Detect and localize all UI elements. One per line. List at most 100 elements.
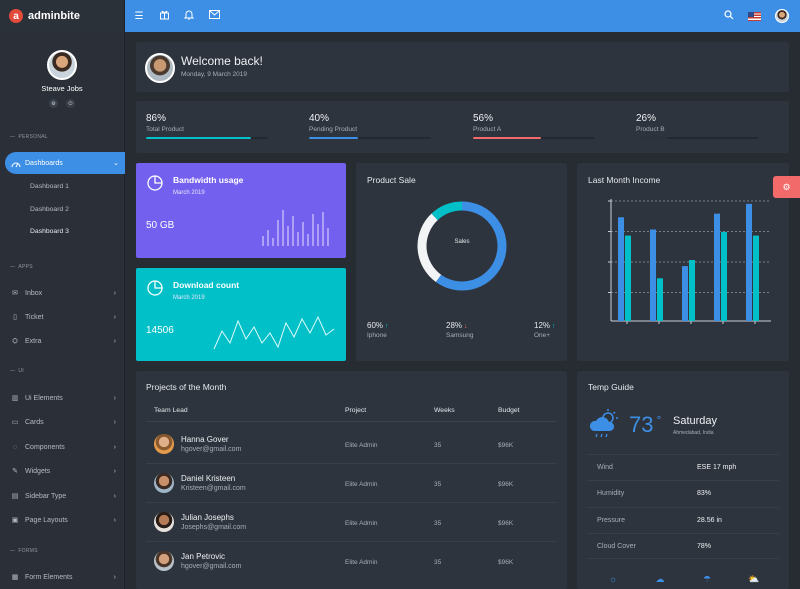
income-bar-3-1[interactable] [682, 266, 688, 321]
sidebar-subitem-dashboard-1[interactable]: Dashboard 1 [30, 183, 69, 190]
sidebar-item-cards[interactable]: ▭ Cards › [10, 415, 116, 429]
budget-cell: $96K [498, 559, 514, 566]
team-lead-name: Hanna Gover [181, 435, 229, 444]
menu-icon[interactable]: ☰ [134, 10, 144, 22]
project-cell: Elite Admin [345, 520, 378, 527]
extra-icon: ⛭ [12, 337, 18, 345]
team-lead-name: Daniel Kristeen [181, 474, 236, 483]
weather-value: 78% [697, 543, 712, 550]
bandwidth-card: Bandwidth usage March 2019 50 GB [136, 163, 346, 258]
income-bar-5-2[interactable] [753, 235, 759, 321]
product-sale-donut-chart [417, 201, 507, 291]
welcome-card: Welcome back! Monday, 9 March 2019 [136, 42, 789, 92]
chevron-right-icon: › [113, 516, 116, 524]
income-bar-2-2[interactable] [657, 278, 663, 321]
bandwidth-title: Bandwidth usage [173, 175, 244, 185]
ticket-icon: ▯ [13, 313, 17, 321]
donut-slice-one[interactable] [431, 201, 463, 221]
sidebar-subitem-dashboard-2[interactable]: Dashboard 2 [30, 206, 69, 213]
weather-value: 83% [697, 490, 712, 497]
sidebar-item-components[interactable]: ◌ Components › [10, 440, 116, 454]
donut-slice-samsung[interactable] [417, 213, 442, 282]
logo-icon: a [9, 9, 23, 23]
weather-label: Humidity [597, 490, 625, 497]
weather-row-humidity: Humidity 83% [587, 480, 779, 506]
stat-label: Product A [473, 126, 502, 133]
sidebar-item-label: Ui Elements [25, 394, 63, 402]
gift-icon[interactable] [158, 9, 170, 23]
weather-label: Cloud Cover [597, 543, 636, 550]
sidebar-item-form-elements[interactable]: ▦ Form Elements › [10, 570, 116, 584]
sidebar-item-sidebar-type[interactable]: ▤ Sidebar Type › [10, 489, 116, 503]
column-header[interactable]: Team Lead [154, 407, 188, 414]
avatar [154, 551, 174, 571]
cloud-icon: ☁ [655, 574, 665, 584]
income-bar-4-1[interactable] [714, 213, 720, 321]
sidebar-item-label: Widgets [25, 467, 51, 475]
stat-product-b: 26% Product B [636, 113, 758, 139]
sidebar-item-extra[interactable]: ⛭ Extra › [10, 334, 116, 348]
stat-value: 26% [636, 113, 657, 124]
weather-row-cloud-cover: Cloud Cover 78% [587, 533, 779, 559]
section-ui: UI [0, 368, 24, 374]
bandwidth-sparkline [262, 210, 329, 246]
sidebar-item-ticket[interactable]: ▯ Ticket › [10, 310, 116, 324]
avatar [154, 512, 174, 532]
table-row[interactable]: Hanna Gover hgover@gmail.com Elite Admin… [136, 425, 567, 464]
budget-cell: $96K [498, 520, 514, 527]
sidebar-item-widgets[interactable]: ✎ Widgets › [10, 464, 116, 478]
sidebar-subitem-dashboard-3[interactable]: Dashboard 3 [30, 228, 69, 235]
stat-product-a: 56% Product A [473, 113, 595, 139]
sidebar-item-dashboards[interactable]: Dashboards ⌄ [5, 152, 125, 174]
weather-label: Wind [597, 464, 613, 471]
sidebar-item-label: Components [25, 443, 65, 451]
inbox-icon: ✉ [12, 289, 18, 297]
settings-icon[interactable]: ⚙ [49, 99, 58, 108]
income-title: Last Month Income [588, 175, 661, 185]
power-icon[interactable]: ⏻ [66, 99, 75, 108]
sidebar-item-label: Sidebar Type [25, 492, 67, 500]
donut-slice-iphone[interactable] [435, 201, 507, 291]
avatar[interactable] [47, 50, 77, 80]
column-header[interactable]: Budget [498, 407, 520, 414]
stat-progress-fill [309, 137, 358, 139]
search-icon[interactable] [724, 7, 734, 25]
sale-stat-iphone: 60% ↑ Iphone [367, 321, 389, 339]
stat-value: 86% [146, 113, 167, 124]
bell-icon[interactable] [183, 9, 195, 23]
weeks-cell: 35 [434, 481, 442, 488]
components-icon: ◌ [12, 443, 18, 451]
budget-cell: $96K [498, 442, 514, 449]
us-flag-icon[interactable] [748, 11, 761, 21]
weather-value: 28.56 in [697, 517, 722, 524]
income-bar-3-2[interactable] [689, 260, 695, 321]
income-bar-2-1[interactable] [650, 229, 656, 322]
table-row[interactable]: Daniel Kristeen Kristeen@gmail.com Elite… [136, 464, 567, 503]
column-header[interactable]: Project [345, 407, 367, 414]
form-elements-icon: ▦ [11, 573, 19, 581]
stat-progress-track [473, 137, 595, 139]
mail-icon[interactable] [208, 10, 220, 22]
income-bar-5-1[interactable] [746, 203, 752, 321]
page-layouts-icon: ▣ [11, 516, 19, 524]
chevron-right-icon: › [113, 492, 116, 500]
income-bar-1-1[interactable] [618, 217, 624, 321]
column-header[interactable]: Weeks [434, 407, 455, 414]
sidebar-item-inbox[interactable]: ✉ Inbox › [10, 286, 116, 300]
income-bar-4-2[interactable] [721, 231, 727, 321]
pie-chart-icon [147, 175, 163, 191]
sidebar-item-page-layouts[interactable]: ▣ Page Layouts › [10, 513, 116, 527]
avatar[interactable] [775, 9, 789, 23]
weather-location: Ahmedabad, India [673, 430, 714, 436]
theme-settings-button[interactable]: ⚙ [773, 176, 800, 198]
table-row[interactable]: Julian Josephs Josephs@gmail.com Elite A… [136, 503, 567, 542]
income-bar-1-2[interactable] [625, 235, 631, 321]
sidebar-profile: Steave Jobs ⚙ ⏻ [0, 32, 124, 108]
sidebar-item-ui-elements[interactable]: ▥ Ui Elements › [10, 391, 116, 405]
logo-bar[interactable]: a adminbite [0, 0, 124, 32]
sidebar-item-label: Cards [25, 418, 44, 426]
table-row[interactable]: Jan Petrovic hgover@gmail.com Elite Admi… [136, 542, 567, 581]
stat-total-product: 86% Total Product [146, 113, 268, 139]
chevron-right-icon: › [113, 467, 116, 475]
stat-value: 56% [473, 113, 494, 124]
